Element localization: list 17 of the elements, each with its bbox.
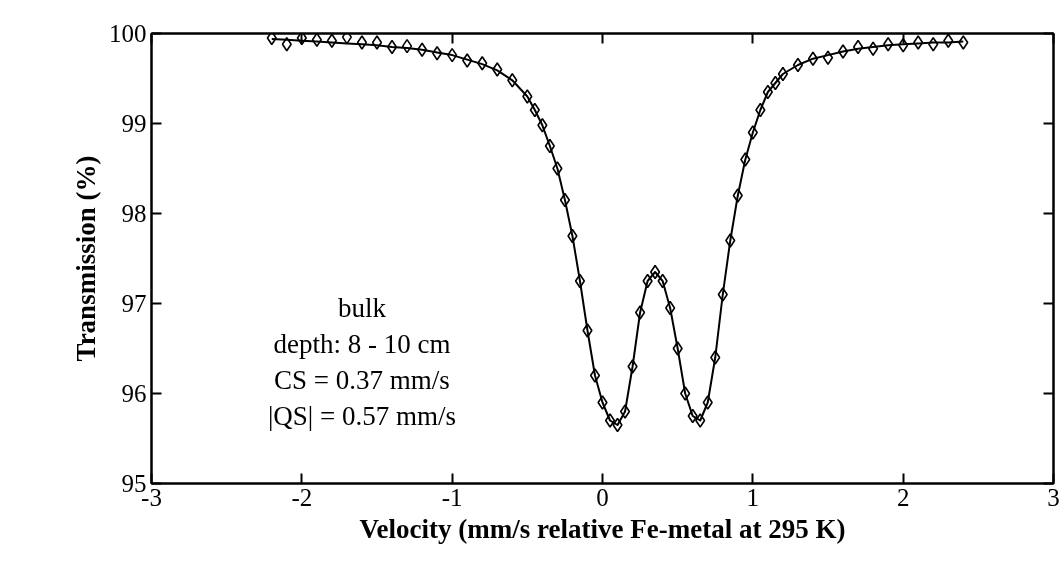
y-tick-label: 98 [121, 200, 147, 227]
x-tick-label: -1 [441, 483, 463, 511]
x-tick-label: 3 [1047, 483, 1060, 511]
x-tick-label: -2 [291, 483, 313, 511]
x-axis-title: Velocity (mm/s relative Fe-metal at 295 K) [359, 513, 846, 544]
y-tick-label: 100 [109, 20, 147, 47]
annotation: bulk [337, 293, 387, 323]
x-tick-label: 0 [596, 483, 609, 511]
annotation: depth: 8 - 10 cm [273, 329, 451, 359]
x-tick-label: 1 [746, 483, 760, 511]
y-tick-label: 97 [121, 290, 147, 317]
annotation: |QS| = 0.57 mm/s [267, 401, 457, 431]
y-tick-label: 96 [121, 380, 147, 407]
y-axis-title: Transmission (%) [71, 155, 101, 362]
annotation: CS = 0.37 mm/s [274, 365, 450, 395]
y-tick-label: 99 [121, 110, 147, 137]
x-tick-label: 2 [896, 483, 910, 511]
